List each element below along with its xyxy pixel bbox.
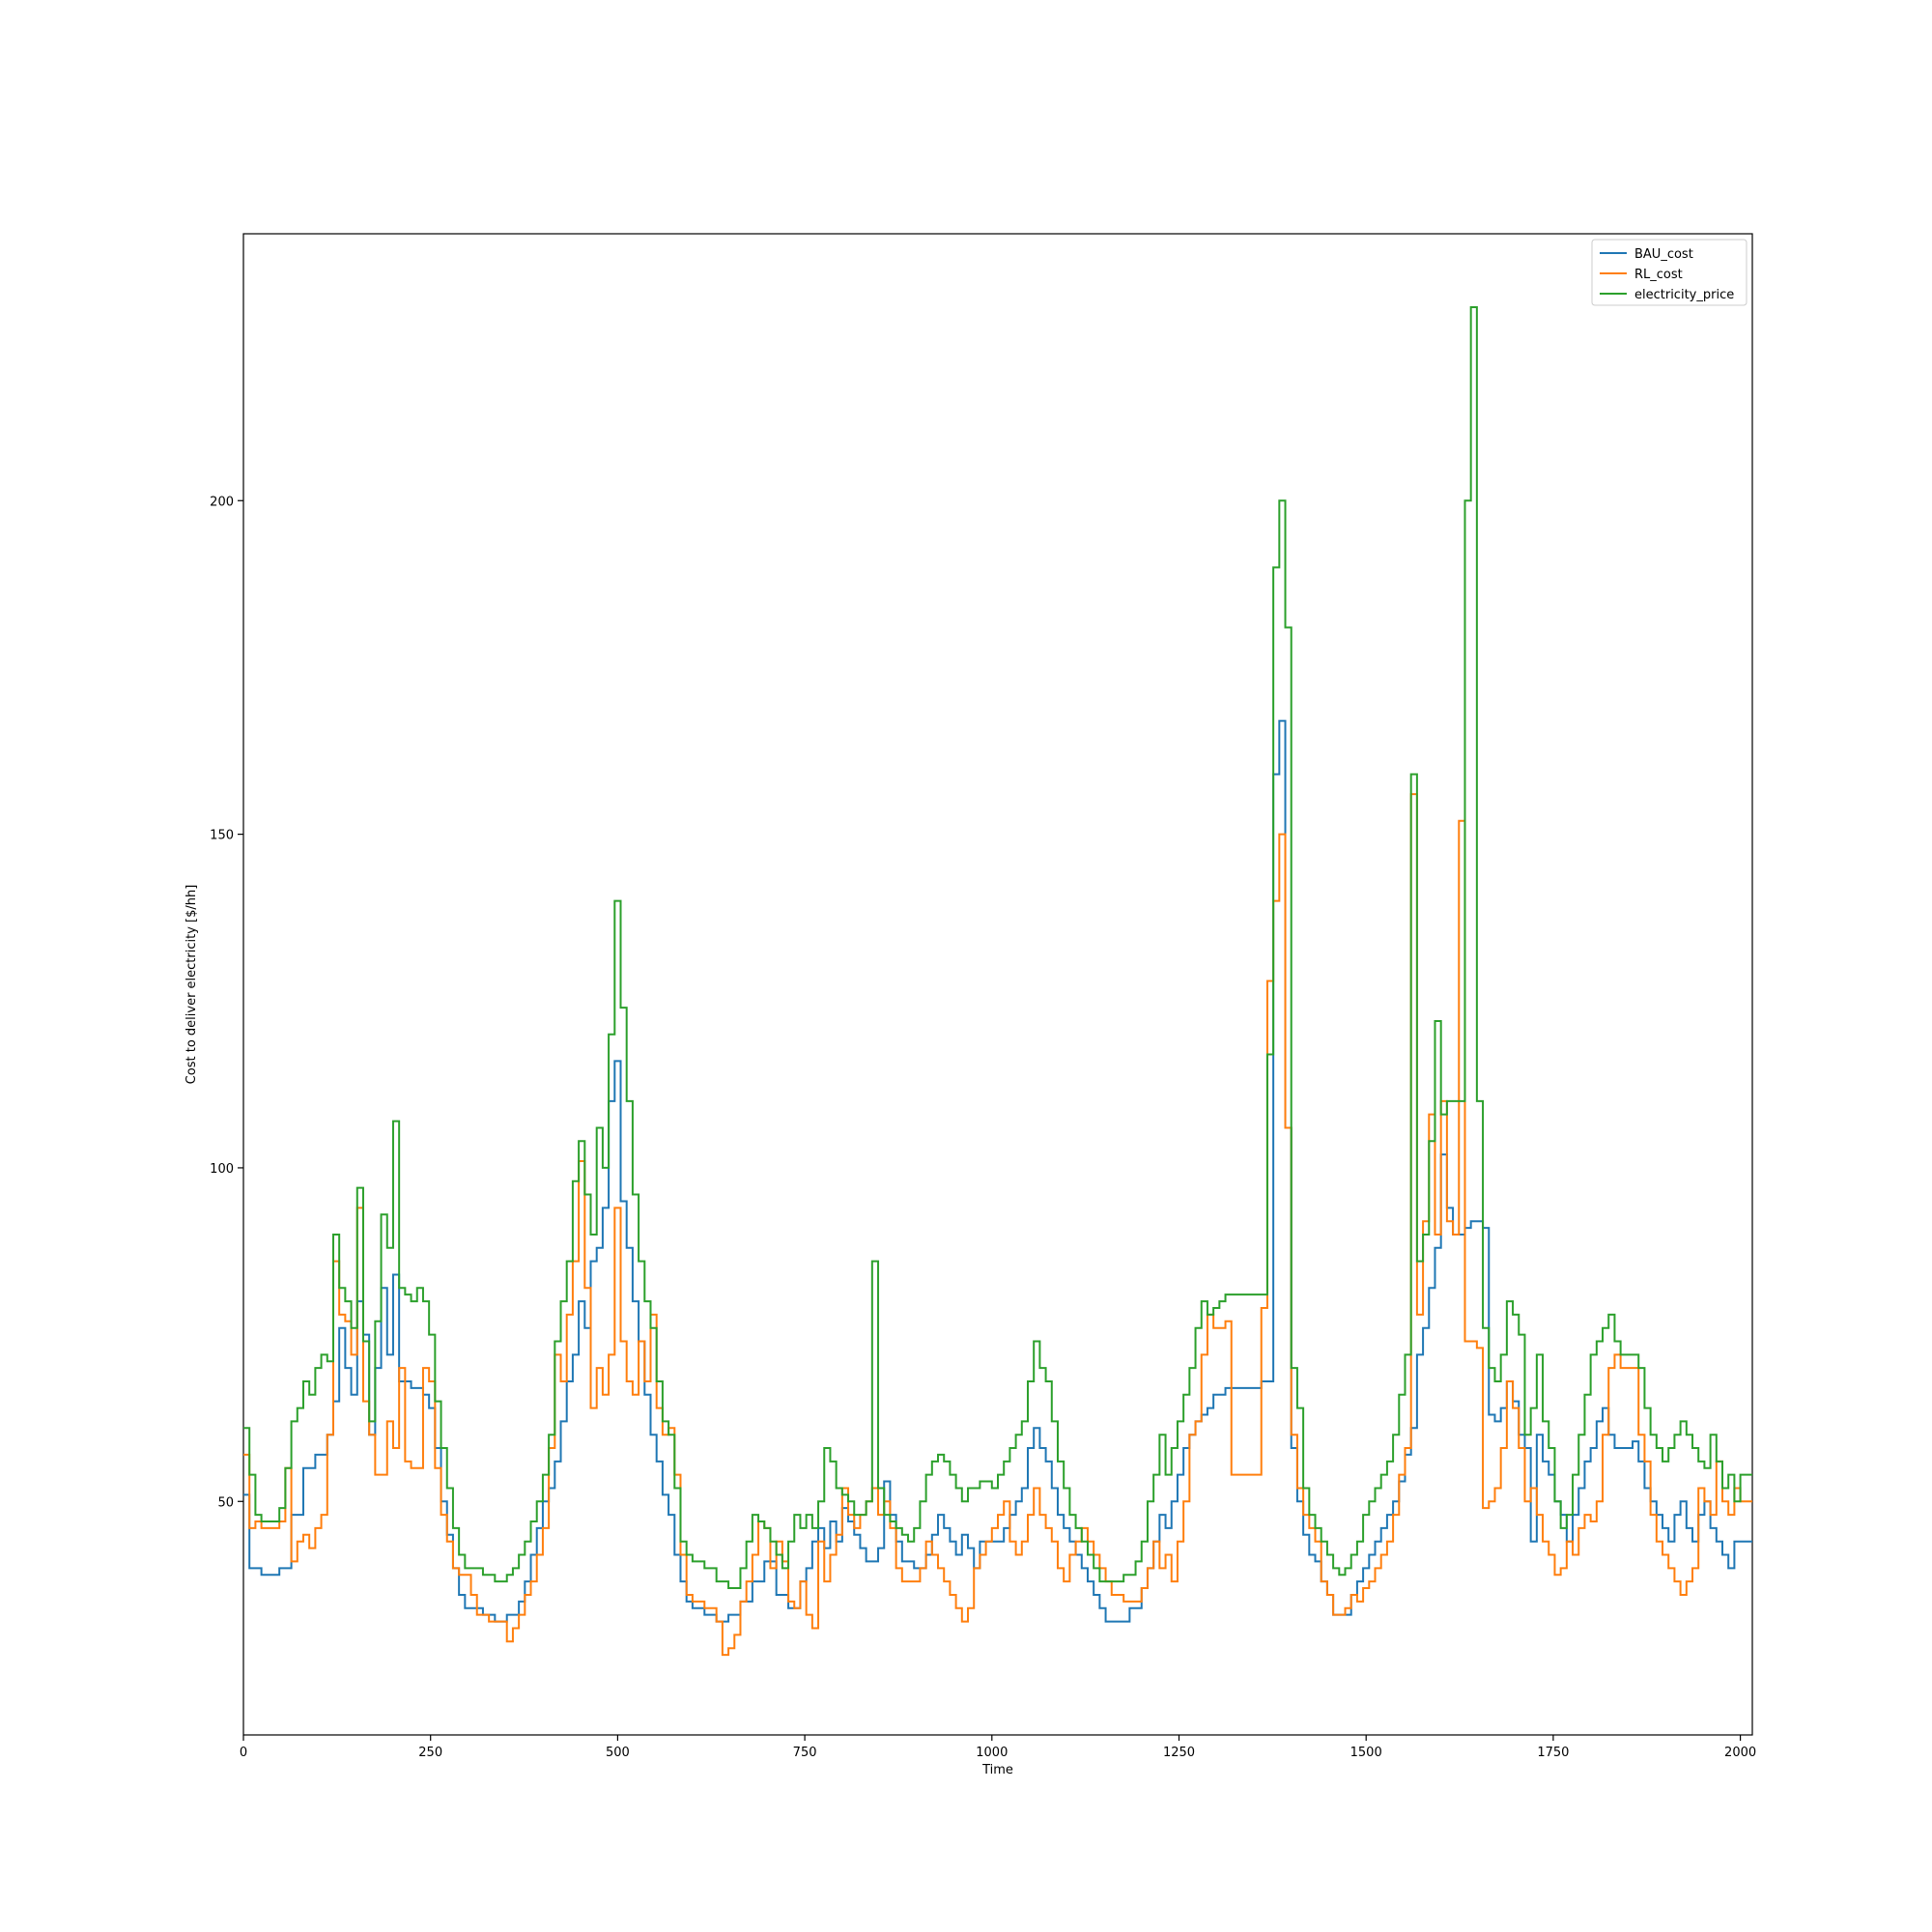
series-line-BAU-cost	[243, 720, 1752, 1623]
legend-label-RL-cost: RL_cost	[1634, 268, 1683, 282]
y-axis-label: Cost to deliver electricity [$/hh]	[185, 885, 199, 1085]
y-tick-label: 200	[210, 495, 234, 509]
x-tick-label: 1500	[1350, 1746, 1382, 1760]
x-tick-label: 0	[240, 1746, 247, 1760]
y-tick-label: 100	[210, 1162, 234, 1177]
x-tick-label: 1250	[1163, 1746, 1195, 1760]
x-tick-label: 500	[606, 1746, 630, 1760]
series-group	[243, 305, 1752, 1657]
series-line-electricity-price	[243, 305, 1752, 1590]
y-tick-label: 150	[210, 829, 234, 843]
legend-label-BAU-cost: BAU_cost	[1634, 247, 1693, 262]
series-line-RL-cost	[243, 793, 1752, 1657]
x-tick-label: 1000	[976, 1746, 1008, 1760]
x-axis: 0 250 500 750 1000 1250 1500 1750 2000	[240, 1735, 1756, 1760]
legend-label-electricity-price: electricity_price	[1634, 288, 1734, 302]
y-tick-label: 50	[217, 1495, 234, 1510]
x-tick-label: 750	[793, 1746, 817, 1760]
x-axis-label: Time	[981, 1763, 1013, 1777]
legend: BAU_cost RL_cost electricity_price	[1591, 239, 1747, 306]
plot-area	[242, 233, 1753, 1736]
legend-items: BAU_cost RL_cost electricity_price	[1600, 247, 1734, 302]
y-axis: 50 100 150 200	[210, 495, 243, 1510]
legend-box	[1591, 239, 1747, 306]
plot-frame	[242, 233, 1753, 1736]
x-tick-label: 2000	[1724, 1746, 1756, 1760]
x-tick-label: 250	[418, 1746, 442, 1760]
x-tick-label: 1750	[1537, 1746, 1569, 1760]
